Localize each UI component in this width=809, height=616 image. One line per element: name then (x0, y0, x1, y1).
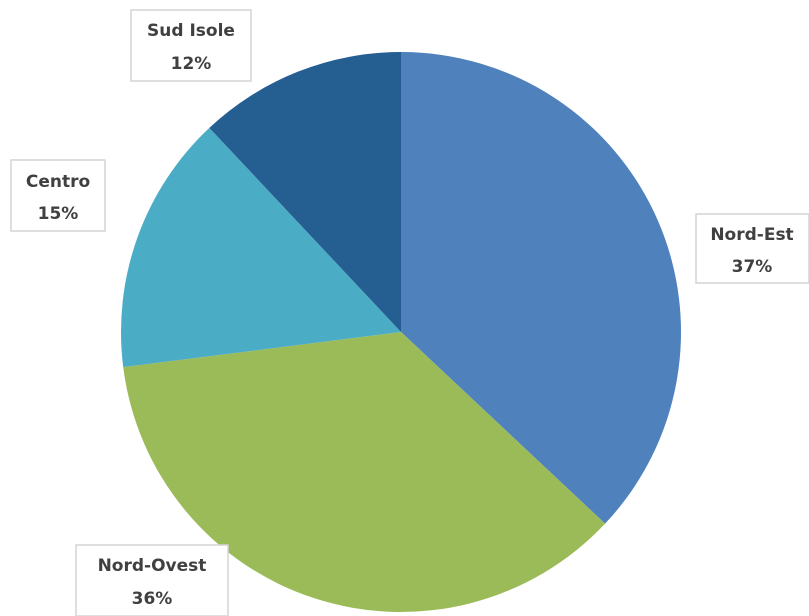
pie-slices (121, 52, 681, 612)
label-centro: Centro 15% (10, 159, 106, 232)
label-nord-ovest-value: 36% (132, 589, 173, 609)
label-nord-est: Nord-Est 37% (695, 213, 809, 284)
label-sud-isole-name: Sud Isole (147, 21, 235, 41)
label-centro-name: Centro (26, 172, 90, 192)
pie-slice-centro (121, 127, 401, 368)
label-box-sud-isole (130, 9, 252, 82)
label-box-nord-ovest (75, 544, 229, 616)
label-nord-ovest-name: Nord-Ovest (98, 556, 207, 576)
label-box-nord-est (695, 213, 809, 284)
label-box-centro (10, 159, 106, 232)
label-nord-ovest: Nord-Ovest 36% (75, 544, 229, 616)
pie-slice-nord-est (401, 52, 681, 524)
label-nord-est-name: Nord-Est (710, 225, 793, 245)
label-sud-isole-value: 12% (171, 54, 212, 74)
pie-slice-sud-isole (209, 52, 401, 332)
label-sud-isole: Sud Isole 12% (130, 9, 252, 82)
label-nord-est-value: 37% (732, 257, 773, 277)
pie-slice-nord-ovest (123, 332, 606, 612)
label-centro-value: 15% (38, 204, 79, 224)
